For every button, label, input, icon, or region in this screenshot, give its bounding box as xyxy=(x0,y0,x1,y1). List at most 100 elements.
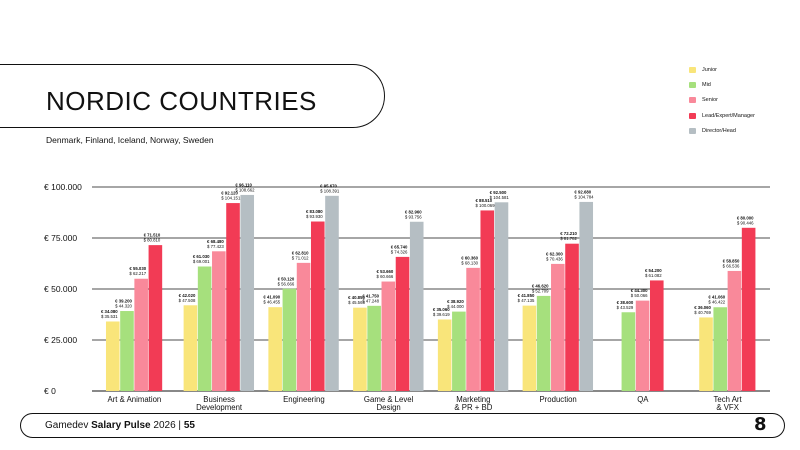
data-label-eur: € 50.120 xyxy=(278,276,295,281)
bar-mid xyxy=(536,295,551,391)
data-label-usd: $ 45.565 xyxy=(348,300,365,305)
data-label-eur: € 72.210 xyxy=(560,231,577,236)
data-label-eur: € 68.480 xyxy=(207,239,224,244)
data-label-usd: $ 46.422 xyxy=(708,300,725,305)
legend-item: Mid xyxy=(689,77,755,92)
data-label-eur: € 60.360 xyxy=(461,255,478,260)
data-label-eur: € 35.060 xyxy=(433,307,450,312)
data-label-eur: € 53.660 xyxy=(377,269,394,274)
footer-brand-prefix: Gamedev xyxy=(45,420,89,431)
legend-label: Mid xyxy=(702,81,711,88)
bar-junior xyxy=(105,321,120,391)
legend-swatch xyxy=(689,97,696,104)
chart-legend: Junior Mid Senior Lead/Expert/Manager Direct… xyxy=(689,62,755,138)
bar-lead-expert-manager xyxy=(741,227,756,391)
footer-brand-bold: Salary Pulse xyxy=(91,420,151,431)
data-label-eur: € 65.740 xyxy=(391,244,408,249)
data-label-eur: € 92.680 xyxy=(574,189,591,194)
data-label-usd: $ 81.782 xyxy=(560,236,577,241)
data-label-eur: € 95.670 xyxy=(320,183,337,188)
data-label-eur: € 88.510 xyxy=(475,198,492,203)
bar-mid xyxy=(713,307,728,391)
bar-senior xyxy=(296,262,311,391)
x-tick-label: Game & Level xyxy=(364,395,414,404)
bar-senior xyxy=(134,278,148,391)
data-label-eur: € 41.060 xyxy=(708,295,725,300)
x-tick-label: Marketing xyxy=(456,395,490,404)
data-label-eur: € 41.090 xyxy=(263,295,280,300)
data-label-eur: € 80.000 xyxy=(737,215,754,220)
x-tick-label: & PR + BD xyxy=(454,403,492,412)
legend-item: Senior xyxy=(689,93,755,108)
data-label-usd: $ 47.248 xyxy=(362,298,379,303)
data-label-usd: $ 108.662 xyxy=(235,187,255,192)
data-label-eur: € 41.750 xyxy=(362,293,379,298)
bar-senior xyxy=(381,281,396,391)
y-tick-label: € 50.000 xyxy=(44,284,77,294)
bar-mid xyxy=(367,305,381,391)
data-label-usd: $ 71.012 xyxy=(292,255,309,260)
footer-bar xyxy=(20,413,785,438)
data-label-usd: $ 44.320 xyxy=(115,304,132,309)
bar-junior xyxy=(183,305,198,391)
data-label-usd: $ 104.784 xyxy=(574,194,594,199)
x-tick-label: Art & Animation xyxy=(108,395,162,404)
bar-mid xyxy=(452,311,466,391)
bar-senior xyxy=(635,300,650,391)
bar-lead-expert-manager xyxy=(310,221,325,391)
data-label-eur: € 40.850 xyxy=(348,295,365,300)
footer-year-page: 2026 | xyxy=(153,420,184,431)
bar-junior xyxy=(522,305,537,391)
data-label-eur: € 39.200 xyxy=(115,299,132,304)
data-label-eur: € 83.080 xyxy=(306,209,323,214)
title-frame xyxy=(0,64,385,128)
data-label-usd: $ 93.756 xyxy=(405,214,422,219)
x-tick-label: Tech Art xyxy=(714,395,743,404)
data-label-usd: $ 100.069 xyxy=(475,203,495,208)
bar-director-head xyxy=(579,201,594,391)
data-label-eur: € 36.060 xyxy=(694,305,711,310)
data-label-eur: € 92.500 xyxy=(490,190,507,195)
data-label-usd: $ 93.930 xyxy=(306,214,323,219)
bar-junior xyxy=(437,319,452,391)
data-label-eur: € 62.810 xyxy=(292,250,309,255)
y-tick-label: € 25.000 xyxy=(44,335,77,345)
legend-swatch xyxy=(689,66,696,73)
x-tick-label: Development xyxy=(196,403,243,412)
data-label-eur: € 55.030 xyxy=(129,266,146,271)
x-tick-label: QA xyxy=(637,395,649,404)
data-label-eur: € 96.110 xyxy=(235,182,252,187)
bar-director-head xyxy=(240,194,255,391)
data-label-eur: € 71.510 xyxy=(144,233,161,238)
page-subtitle: Denmark, Finland, Iceland, Norway, Swede… xyxy=(46,135,214,145)
bar-senior xyxy=(551,263,565,391)
x-tick-label: Engineering xyxy=(283,395,325,404)
data-label-usd: $ 61.082 xyxy=(645,273,662,278)
data-label-eur: € 54.200 xyxy=(645,268,662,273)
data-label-eur: € 42.020 xyxy=(179,293,196,298)
page-title: NORDIC COUNTRIES xyxy=(46,86,317,116)
legend-swatch xyxy=(689,127,696,134)
data-label-eur: € 41.850 xyxy=(518,293,535,298)
data-label-usd: $ 52.709 xyxy=(532,288,549,293)
data-label-usd: $ 40.769 xyxy=(694,310,711,315)
data-label-eur: € 58.850 xyxy=(723,258,740,263)
legend-swatch xyxy=(689,81,696,88)
legend-label: Senior xyxy=(702,97,718,104)
bar-director-head xyxy=(325,195,339,391)
footer-page-number: 55 xyxy=(183,420,195,431)
data-label-usd: $ 68.130 xyxy=(461,260,478,265)
data-label-usd: $ 47.135 xyxy=(518,298,535,303)
data-label-usd: $ 77.423 xyxy=(207,244,224,249)
data-label-usd: $ 104.581 xyxy=(490,195,510,200)
y-tick-label: € 75.000 xyxy=(44,233,77,243)
bar-junior xyxy=(353,307,367,391)
data-label-usd: $ 66.536 xyxy=(723,263,740,268)
data-label-eur: € 92.120 xyxy=(221,191,238,196)
bar-lead-expert-manager xyxy=(226,203,240,391)
data-label-eur: € 61.030 xyxy=(193,254,210,259)
y-tick-label: € 0 xyxy=(44,386,56,396)
bar-mid xyxy=(120,311,134,391)
legend-item: Junior xyxy=(689,62,755,77)
